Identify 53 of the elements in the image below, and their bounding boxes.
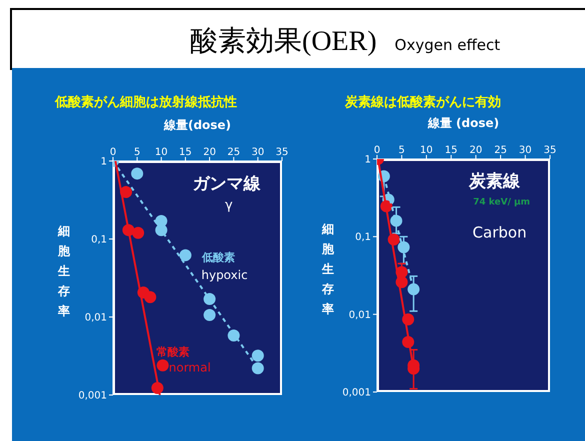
x-tick-label: 20 [203,147,216,158]
annotation: normal [168,360,211,375]
y-tick-label: 0,1 [91,234,107,246]
x-tick-label: 30 [518,145,532,156]
x-axis-title: 線量 (dose) [426,115,500,132]
x-tick-label: 5 [134,147,140,158]
chart-title: 炭素線は低酸素がんに有効 [345,94,501,111]
x-tick-label: 15 [179,147,192,158]
annotation: Carbon [472,224,527,242]
x-tick-label: 35 [276,147,288,158]
y-tick-label: 1 [364,154,371,166]
x-tick-label: 20 [469,145,482,156]
point [252,362,264,374]
text: Oxygen effect [394,36,500,54]
point [398,241,410,254]
point [204,309,216,322]
y-tick-label: 0,1 [355,232,371,244]
point [156,359,169,372]
y-axis-title: 細胞生存率 [56,223,71,320]
text: 酸素効果(OER) [190,25,377,59]
x-tick-label: 15 [444,145,458,156]
y-tick-label: 0,001 [78,390,107,402]
x-tick-label: 35 [544,145,556,156]
x-tick-label: 10 [154,147,168,158]
annotation: 74 keV/ μm [473,197,530,208]
chart-title: 低酸素がん細胞は放射線抵抗性 [55,94,237,111]
annotation: γ [225,198,234,213]
point [204,293,216,306]
x-tick-label: 10 [420,145,433,156]
annotation: 低酸素 [201,251,236,264]
x-tick-label: 25 [494,145,507,156]
x-tick-label: 30 [251,147,264,158]
annotation: hypoxic [201,268,248,282]
annotation: 常酸素 [156,346,190,359]
x-tick-label: 25 [227,147,240,158]
point [179,249,192,262]
x-tick-label: 0 [110,147,116,158]
point [131,168,144,180]
point [144,291,156,304]
annotation: ガンマ線 [192,174,262,194]
x-tick-label: 5 [398,145,405,156]
point [228,329,240,342]
x-tick-label: 0 [374,145,380,156]
point [132,226,144,239]
y-tick-label: 0,001 [342,388,371,399]
point [408,283,420,296]
y-tick-label: 1 [100,156,107,168]
annotation: 炭素線 [468,171,522,192]
y-axis-title: 細胞生存率 [320,221,335,318]
y-tick-label: 0,01 [84,312,107,324]
x-axis-title: 線量(dose) [162,117,232,134]
y-tick-label: 0,01 [348,310,371,321]
point [252,350,264,362]
